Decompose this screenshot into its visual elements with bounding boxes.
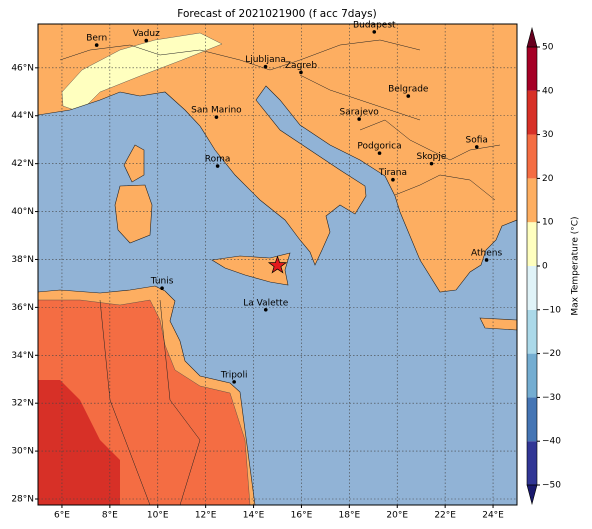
x-tick-label: 6°E [54, 511, 70, 521]
city-dot [263, 64, 268, 69]
colorbar-segment [527, 353, 537, 398]
y-tick-label: 36°N [11, 303, 34, 313]
city-dot [357, 117, 361, 121]
city-label: Belgrade [388, 85, 429, 95]
y-tick-label: 30°N [11, 447, 34, 457]
city-dot [474, 145, 479, 149]
city-dot [160, 286, 164, 291]
city-dot [144, 38, 149, 43]
africa-hot-area [38, 380, 120, 505]
colorbar-label: Max Temperature (°C) [571, 216, 581, 315]
colorbar-segment [527, 266, 537, 310]
x-tick-label: 22°E [434, 511, 456, 521]
colorbar-segment [527, 47, 537, 91]
colorbar-segment [527, 178, 537, 223]
city-dot [429, 161, 434, 166]
city-label: Tripoli [220, 370, 248, 380]
y-tick-label: 44°N [11, 111, 34, 121]
colorbar-tick-label: −50 [542, 481, 561, 491]
colorbar-segment [527, 397, 537, 442]
city-label: Zagreb [285, 61, 317, 71]
y-tick-label: 28°N [11, 495, 34, 505]
city-label: Roma [205, 155, 231, 165]
city-dot [263, 307, 268, 312]
x-tick-label: 12°E [195, 511, 217, 521]
y-tick-label: 40°N [11, 207, 34, 217]
colorbar-over [526, 26, 538, 48]
colorbar-tick-label: −40 [542, 437, 561, 447]
city-label: Skopje [417, 152, 447, 162]
x-tick-label: 18°E [339, 511, 361, 521]
colorbar-segment [527, 134, 537, 179]
city-dot [372, 30, 377, 34]
colorbar-tick-label: 0 [542, 262, 548, 272]
colorbar-tick-label: 10 [542, 218, 554, 228]
city-dot [94, 43, 99, 47]
city-label: Sofia [466, 135, 488, 145]
colorbar-tick-label: 50 [542, 43, 554, 53]
x-tick-label: 10°E [147, 511, 169, 521]
city-dot [484, 258, 489, 262]
colorbar-segment [527, 90, 537, 135]
colorbar-tick-label: 40 [542, 86, 554, 96]
y-tick-label: 34°N [11, 351, 34, 361]
x-tick-label: 24°E [482, 511, 504, 521]
city-label: Athens [471, 248, 502, 258]
map-area [38, 24, 517, 505]
map-title: Forecast of 2021021900 (f acc 7days) [177, 8, 376, 20]
city-label: Vaduz [133, 29, 160, 39]
sea [38, 85, 517, 505]
city-label: La Valette [243, 298, 288, 308]
city-label: Tunis [150, 277, 174, 287]
sardinia [114, 184, 153, 244]
y-tick-label: 38°N [11, 255, 34, 265]
city-dot [299, 70, 303, 75]
city-label: Budapest [353, 20, 396, 30]
city-dot [391, 177, 395, 182]
colorbar-under [526, 484, 538, 506]
colorbar-tick-label: −20 [542, 349, 561, 359]
crete [479, 317, 517, 331]
y-tick-label: 42°N [11, 159, 34, 169]
city-label: Bern [86, 34, 107, 44]
x-tick-label: 20°E [386, 511, 408, 521]
y-tick-label: 32°N [11, 399, 34, 409]
city-label: Podgorica [357, 142, 401, 152]
x-tick-label: 14°E [243, 511, 265, 521]
colorbar-tick-label: −10 [542, 305, 561, 315]
y-tick-label: 46°N [11, 63, 34, 73]
country-borders [59, 39, 501, 505]
colorbar-segment [527, 222, 537, 266]
colorbar-tick-label: 20 [542, 174, 554, 184]
sicily [211, 252, 291, 286]
city-dot [214, 115, 219, 119]
city-dot [406, 94, 411, 98]
colorbar-segment [527, 309, 537, 354]
city-dot [377, 151, 382, 155]
colorbar-segment [527, 441, 537, 485]
colorbar-tick-label: −30 [542, 393, 561, 403]
city-label: Tirana [378, 168, 407, 178]
city-label: Ljubljana [245, 55, 286, 65]
x-tick-label: 16°E [291, 511, 313, 521]
colorbar-tick-label: 30 [542, 130, 554, 140]
city-label: Sarajevo [340, 108, 380, 118]
city-dot [232, 380, 236, 384]
event-marker [267, 255, 288, 274]
city-label: San Marino [191, 106, 242, 116]
city-dot [215, 164, 220, 168]
x-tick-label: 8°E [102, 511, 118, 521]
map-frame [37, 23, 518, 506]
